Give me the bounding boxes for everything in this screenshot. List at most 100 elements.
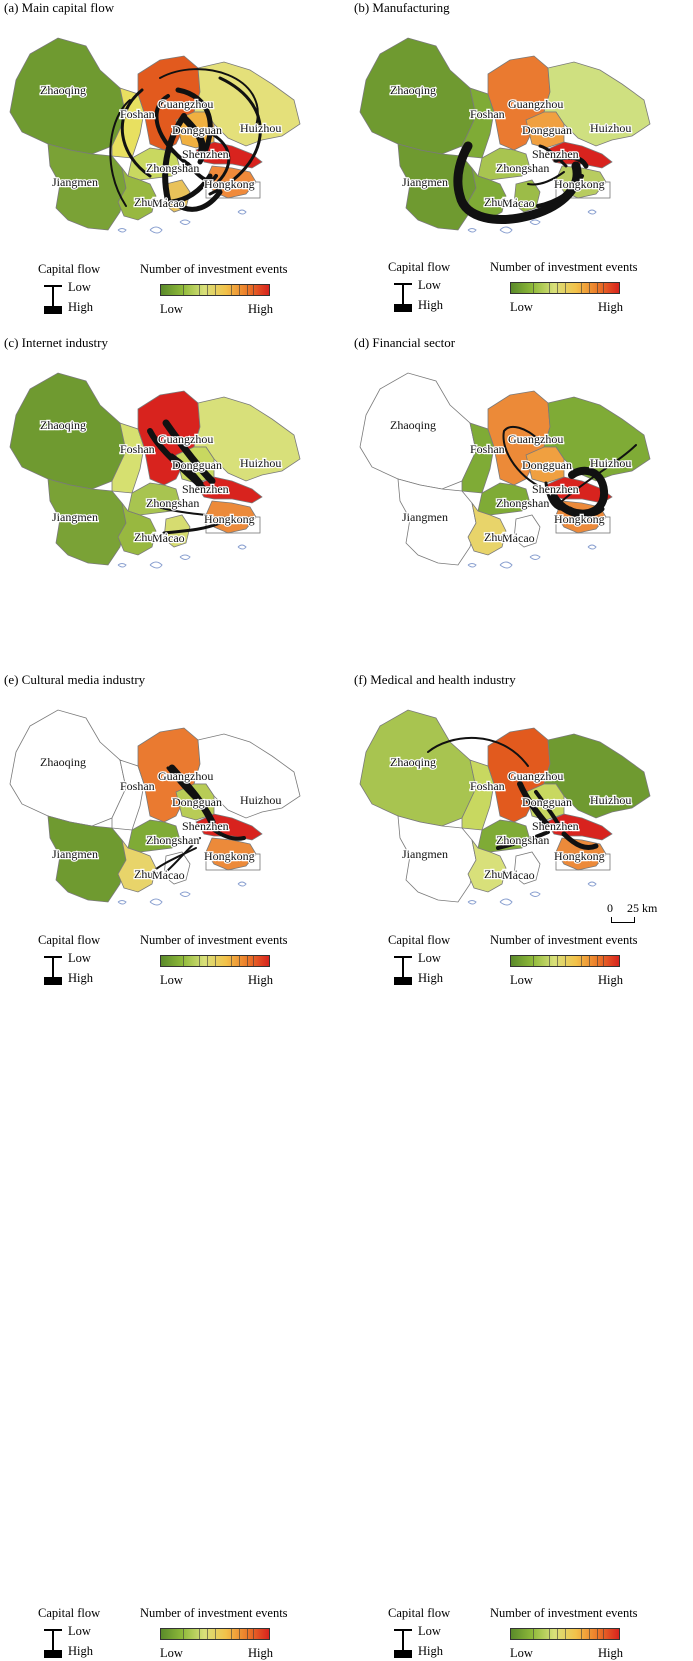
ramp-tick <box>589 956 590 966</box>
capital-flow-arrow <box>149 504 207 516</box>
region-zh <box>117 839 157 893</box>
legend-events-title: Number of investment events <box>140 933 288 947</box>
city-label-dg: Dongguan <box>522 123 572 137</box>
color-ramp-bar <box>160 1628 270 1640</box>
color-ramp-low: Low <box>510 1646 533 1660</box>
region-zq <box>9 372 127 490</box>
legend-flow-high: High <box>68 300 93 314</box>
ramp-tick <box>597 1629 598 1639</box>
ramp-tick <box>549 1629 550 1639</box>
city-label-hk: Hongkong <box>204 849 255 863</box>
ramp-tick <box>603 283 604 293</box>
ramp-tick <box>239 956 240 966</box>
panel-title: (f) Medical and health industry <box>354 672 516 687</box>
panel-cultural-media-industry: (e) Cultural media industry Zhaoqing Fosha… <box>0 672 340 1660</box>
color-ramp-bar <box>160 284 270 296</box>
panel-title: (c) Internet industry <box>4 335 108 350</box>
city-label-jm: Jiangmen <box>402 175 448 189</box>
flow-width-symbol <box>394 956 412 985</box>
ramp-tick <box>603 956 604 966</box>
ramp-tick <box>565 1629 566 1639</box>
region-dg <box>525 446 565 484</box>
color-ramp-low: Low <box>510 300 533 314</box>
city-label-mc: Macao <box>152 868 185 882</box>
city-label-jm: Jiangmen <box>52 175 98 189</box>
ramp-tick <box>231 1629 232 1639</box>
legend-capital-flow-title: Capital flow <box>388 1606 451 1620</box>
region-zq <box>359 37 477 155</box>
city-label-zq: Zhaoqing <box>40 83 86 97</box>
city-label-jm: Jiangmen <box>402 510 448 524</box>
ramp-tick <box>207 1629 208 1639</box>
scale-bar: 0 25 km <box>607 901 657 923</box>
ramp-tick <box>565 956 566 966</box>
legend-flow-low: Low <box>418 951 441 965</box>
ramp-tick <box>533 283 534 293</box>
ramp-tick <box>589 1629 590 1639</box>
city-label-fs: Foshan <box>120 442 155 456</box>
city-label-hz: Huizhou <box>590 793 631 807</box>
panel-manufacturing: (b) Manufacturing Zhaoqing Foshan Guangzhou… <box>350 0 690 330</box>
legend-events-title: Number of investment events <box>490 260 638 274</box>
city-label-hk: Hongkong <box>554 512 605 526</box>
city-label-zh: Zhuhai <box>484 195 519 209</box>
panel-internet-industry: (c) Internet industry Zhaoqing Foshan Guang… <box>0 335 340 987</box>
color-ramp-bar <box>510 955 620 967</box>
city-label-zs: Zhongshan <box>146 833 199 847</box>
region-zh <box>467 502 507 556</box>
flow-width-symbol <box>44 1629 62 1658</box>
ramp-tick <box>183 285 184 295</box>
ramp-tick <box>207 285 208 295</box>
hongkong-frame <box>555 181 611 199</box>
city-label-zs: Zhongshan <box>146 496 199 510</box>
islands <box>467 209 597 234</box>
capital-flow-arrow <box>567 506 605 517</box>
region-zh <box>467 167 507 221</box>
region-zq <box>359 709 477 827</box>
city-label-mc: Macao <box>502 196 535 210</box>
islands <box>467 881 597 906</box>
region-zq <box>9 37 127 155</box>
legend-flow-low: Low <box>68 280 91 294</box>
city-label-zq: Zhaoqing <box>40 755 86 769</box>
ramp-tick <box>247 1629 248 1639</box>
ramp-tick <box>215 956 216 966</box>
city-label-hk: Hongkong <box>204 177 255 191</box>
region-jm <box>47 143 127 231</box>
color-ramp-low: Low <box>160 302 183 316</box>
color-ramp-high: High <box>598 300 623 314</box>
city-label-gz: Guangzhou <box>508 97 563 111</box>
city-label-fs: Foshan <box>120 779 155 793</box>
city-label-gz: Guangzhou <box>158 432 213 446</box>
city-label-zh: Zhuhai <box>484 530 519 544</box>
capital-flow-arrow <box>186 162 218 183</box>
ramp-tick <box>549 283 550 293</box>
city-label-zq: Zhaoqing <box>390 755 436 769</box>
region-mc <box>513 514 541 548</box>
city-label-dg: Dongguan <box>172 795 222 809</box>
ramp-tick <box>597 283 598 293</box>
city-label-mc: Macao <box>502 868 535 882</box>
ramp-tick <box>231 956 232 966</box>
legend-flow-low: Low <box>68 951 91 965</box>
capital-flow-arrow <box>208 76 262 196</box>
ramp-tick <box>589 283 590 293</box>
color-ramp-high: High <box>598 1646 623 1660</box>
legend-flow-low: Low <box>418 1624 441 1638</box>
ramp-tick <box>597 956 598 966</box>
city-label-hk: Hongkong <box>554 177 605 191</box>
ramp-tick <box>565 283 566 293</box>
city-label-gz: Guangzhou <box>158 97 213 111</box>
capital-flow-arrow <box>154 94 192 168</box>
ramp-tick <box>215 1629 216 1639</box>
city-label-zh: Zhuhai <box>134 530 169 544</box>
color-ramp-high: High <box>248 973 273 987</box>
islands <box>117 881 247 906</box>
legend-flow-high: High <box>68 1644 93 1658</box>
panel-financial-sector: (d) Financial sector Zhaoqing Foshan Guangz… <box>350 335 690 987</box>
city-label-hz: Huizhou <box>590 121 631 135</box>
legend-capital-flow-title: Capital flow <box>38 933 101 947</box>
